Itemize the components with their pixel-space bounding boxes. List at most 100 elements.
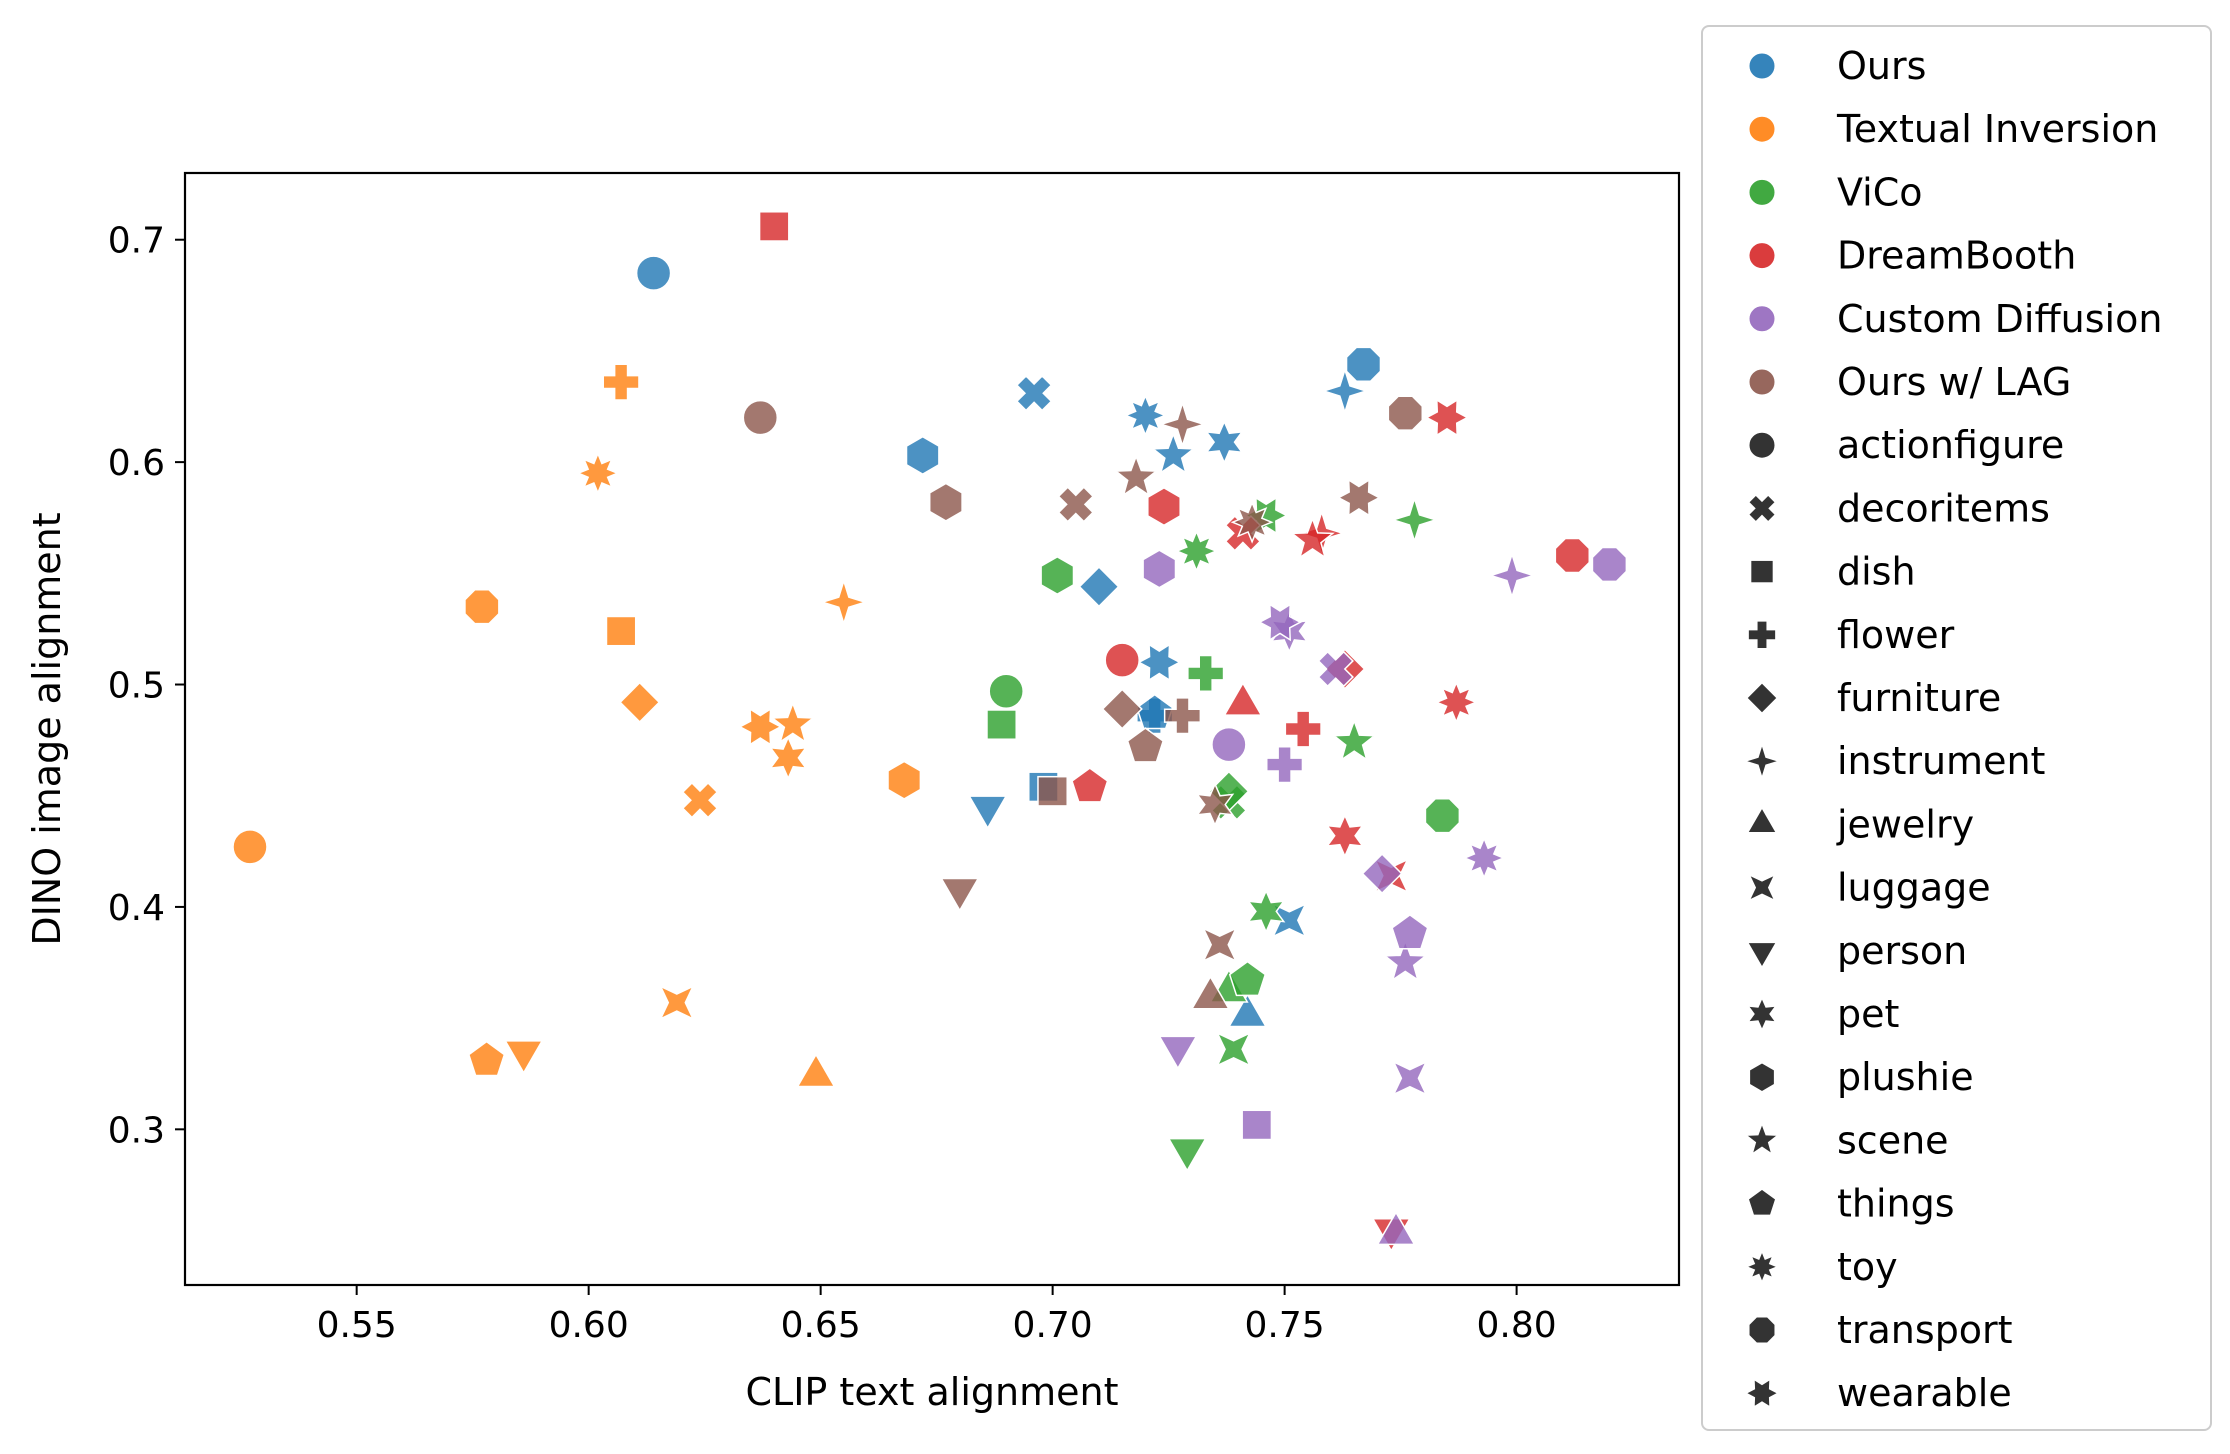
legend-marker-toy <box>1745 1250 1779 1284</box>
point-dreambooth-flower <box>1284 710 1322 748</box>
legend-label: scene <box>1837 1118 1949 1162</box>
legend-item-actionfigure: actionfigure <box>1748 423 2064 467</box>
legend-item-pet: pet <box>1747 992 1899 1036</box>
x-tick-label: 0.65 <box>781 1305 861 1346</box>
point-dreambooth-wearable <box>1424 398 1470 437</box>
point-textual-inversion-toy <box>576 451 620 495</box>
legend-label: plushie <box>1837 1055 1974 1099</box>
x-axis-label: CLIP text alignment <box>746 1370 1119 1414</box>
x-tick-label: 0.80 <box>1477 1305 1557 1346</box>
y-tick-label: 0.6 <box>108 443 165 484</box>
legend-marker-wearable <box>1745 1378 1779 1408</box>
point-vico-actionfigure <box>988 673 1024 709</box>
x-tick-label: 0.55 <box>317 1305 397 1346</box>
point-ours-w-lag-jewelry <box>1190 975 1231 1010</box>
point-vico-things <box>1228 960 1267 997</box>
legend-label: ViCo <box>1837 170 1923 214</box>
point-ours-w-lag-furniture <box>1101 688 1143 730</box>
legend-item-wearable: wearable <box>1745 1371 2012 1415</box>
legend: Ours Textual Inversion ViCo DreamBooth Custo… <box>1701 25 2212 1431</box>
legend-marker-dreambooth <box>1748 242 1776 270</box>
point-ours-decoritems <box>1015 374 1053 412</box>
legend-item-vico: ViCo <box>1748 170 1923 214</box>
point-custom-diffusion-scene <box>1383 939 1428 982</box>
point-textual-inversion-plushie <box>887 760 922 800</box>
point-vico-instrument <box>1390 496 1439 544</box>
y-tick-label: 0.3 <box>108 1110 165 1151</box>
legend-marker-jewelry <box>1747 807 1777 834</box>
data-points <box>232 211 1628 1253</box>
legend-item-plushie: plushie <box>1749 1055 1974 1099</box>
point-dreambooth-scene <box>1290 516 1335 559</box>
legend-label: jewelry <box>1836 802 1974 846</box>
y-tick-label: 0.4 <box>108 888 165 929</box>
point-textual-inversion-decoritems <box>681 781 719 819</box>
point-ours-actionfigure <box>635 255 672 291</box>
point-ours-pet <box>1205 419 1244 465</box>
legend-marker-dish <box>1750 559 1774 584</box>
point-vico-scene <box>1331 718 1377 762</box>
point-ours-w-lag-toy <box>1230 500 1274 544</box>
point-textual-inversion-flower <box>602 363 640 401</box>
legend-item-decoritems: decoritems <box>1748 486 2050 530</box>
point-custom-diffusion-instrument <box>1488 551 1536 600</box>
legend-item-luggage: luggage <box>1748 866 1991 910</box>
legend-item-person: person <box>1747 929 1967 973</box>
point-textual-inversion-instrument <box>820 578 868 626</box>
point-dreambooth-toy <box>1434 680 1478 724</box>
x-tick-label: 0.60 <box>549 1305 629 1346</box>
point-vico-pet <box>1246 889 1286 934</box>
legend-frame <box>1701 25 2212 1431</box>
y-tick-label: 0.7 <box>108 221 165 262</box>
point-vico-person <box>1167 1137 1207 1173</box>
point-textual-inversion-dish <box>605 615 637 647</box>
legend-label: Ours w/ LAG <box>1837 360 2071 404</box>
point-vico-transport <box>1424 797 1461 834</box>
legend-marker-decoritems <box>1748 494 1776 523</box>
legend-label: things <box>1837 1182 1955 1226</box>
legend-item-textual-inversion: Textual Inversion <box>1748 107 2158 151</box>
legend-label: dish <box>1837 550 1916 594</box>
point-ours-instrument <box>1321 367 1369 415</box>
legend-label: Custom Diffusion <box>1837 297 2162 341</box>
point-ours-w-lag-instrument <box>1158 400 1207 449</box>
legend-item-ours-w-lag: Ours w/ LAG <box>1748 360 2071 404</box>
legend-item-ours: Ours <box>1748 44 1926 88</box>
point-ours-luggage <box>1271 902 1308 939</box>
legend-label: transport <box>1837 1308 2013 1352</box>
legend-marker-pet <box>1747 997 1777 1031</box>
legend-marker-furniture <box>1746 682 1778 714</box>
legend-item-instrument: instrument <box>1744 739 2045 783</box>
point-dreambooth-dish <box>758 211 790 242</box>
legend-marker-things <box>1747 1188 1777 1216</box>
point-textual-inversion-jewelry <box>796 1053 836 1088</box>
point-dreambooth-plushie <box>1147 487 1181 527</box>
point-textual-inversion-furniture <box>619 681 661 723</box>
point-textual-inversion-scene <box>770 701 816 744</box>
legend-item-scene: scene <box>1745 1118 1949 1162</box>
legend-marker-plushie <box>1749 1062 1775 1093</box>
point-dreambooth-jewelry <box>1223 681 1263 716</box>
legend-marker-vico <box>1748 178 1776 206</box>
legend-label: pet <box>1837 992 1899 1036</box>
point-ours-furniture <box>1078 566 1120 608</box>
y-tick-label: 0.5 <box>108 666 165 707</box>
point-ours-w-lag-dish <box>1037 775 1068 807</box>
legend-label: luggage <box>1837 866 1991 910</box>
point-custom-diffusion-actionfigure <box>1211 726 1247 763</box>
point-custom-diffusion-transport <box>1591 546 1628 583</box>
point-ours-w-lag-luggage <box>1201 926 1238 963</box>
point-textual-inversion-transport <box>464 588 500 625</box>
legend-marker-transport <box>1748 1316 1776 1344</box>
point-ours-person <box>968 795 1008 830</box>
point-textual-inversion-person <box>504 1040 544 1075</box>
point-custom-diffusion-wearable <box>1257 603 1303 642</box>
point-dreambooth-pet <box>1325 813 1365 859</box>
legend-label: person <box>1837 929 1967 973</box>
legend-item-things: things <box>1747 1182 1955 1226</box>
legend-marker-custom-diffusion <box>1748 305 1776 333</box>
point-textual-inversion-wearable <box>738 707 783 746</box>
point-custom-diffusion-dish <box>1241 1109 1273 1141</box>
x-axis-ticks: 0.55 0.60 0.65 0.70 0.75 0.80 <box>317 1285 1557 1346</box>
